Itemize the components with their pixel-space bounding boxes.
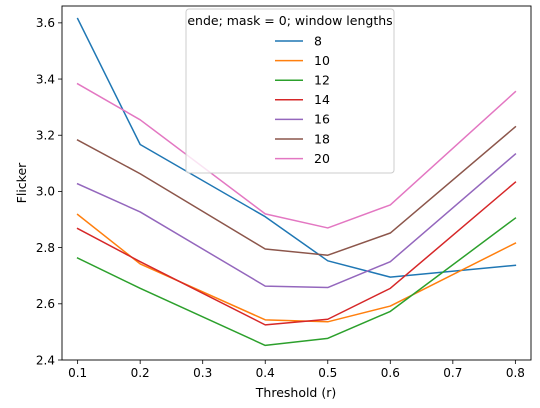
- y-tick-label: 2.4: [36, 353, 55, 367]
- x-axis-label: Threshold (r): [255, 385, 336, 400]
- series-line-8: [76, 17, 517, 278]
- x-tick-label: 0.4: [256, 366, 275, 380]
- y-tick-label: 3.6: [36, 16, 55, 30]
- legend-label-20: 20: [314, 151, 330, 166]
- x-tick-label: 0.3: [193, 366, 212, 380]
- legend-label-8: 8: [314, 33, 322, 48]
- x-tick-label: 0.8: [506, 366, 525, 380]
- x-axis-ticks: 0.1 0.2 0.3 0.4 0.5 0.6 0.7 0.8: [68, 360, 525, 380]
- legend-label-14: 14: [314, 92, 330, 107]
- legend-label-10: 10: [314, 53, 330, 68]
- y-axis-ticks: 2.4 2.6 2.8 3.0 3.2 3.4 3.6: [36, 16, 62, 367]
- series-line-18: [76, 125, 517, 256]
- series-line-12: [76, 217, 517, 347]
- x-tick-label: 0.5: [318, 366, 337, 380]
- legend: ende; mask = 0; window lengths 8 10 12 14 16…: [185, 8, 395, 174]
- y-tick-label: 2.8: [36, 241, 55, 255]
- series-line-14: [76, 181, 517, 326]
- y-axis-label: Flicker: [14, 162, 29, 203]
- legend-label-12: 12: [314, 73, 330, 88]
- legend-box: [185, 8, 395, 174]
- legend-label-16: 16: [314, 112, 330, 127]
- series-layer: [76, 17, 517, 347]
- y-tick-label: 3.2: [36, 129, 55, 143]
- series-line-16: [76, 153, 517, 289]
- x-tick-label: 0.2: [131, 366, 150, 380]
- legend-entries: 8 10 12 14 16 18 20: [275, 33, 330, 166]
- legend-title: ende; mask = 0; window lengths: [187, 13, 392, 28]
- y-tick-label: 2.6: [36, 297, 55, 311]
- x-tick-label: 0.7: [443, 366, 462, 380]
- x-tick-label: 0.1: [68, 366, 87, 380]
- y-tick-label: 3.4: [36, 72, 55, 86]
- series-line-20: [76, 82, 517, 229]
- legend-label-18: 18: [314, 131, 330, 146]
- x-tick-label: 0.6: [381, 366, 400, 380]
- y-tick-label: 3.0: [36, 185, 55, 199]
